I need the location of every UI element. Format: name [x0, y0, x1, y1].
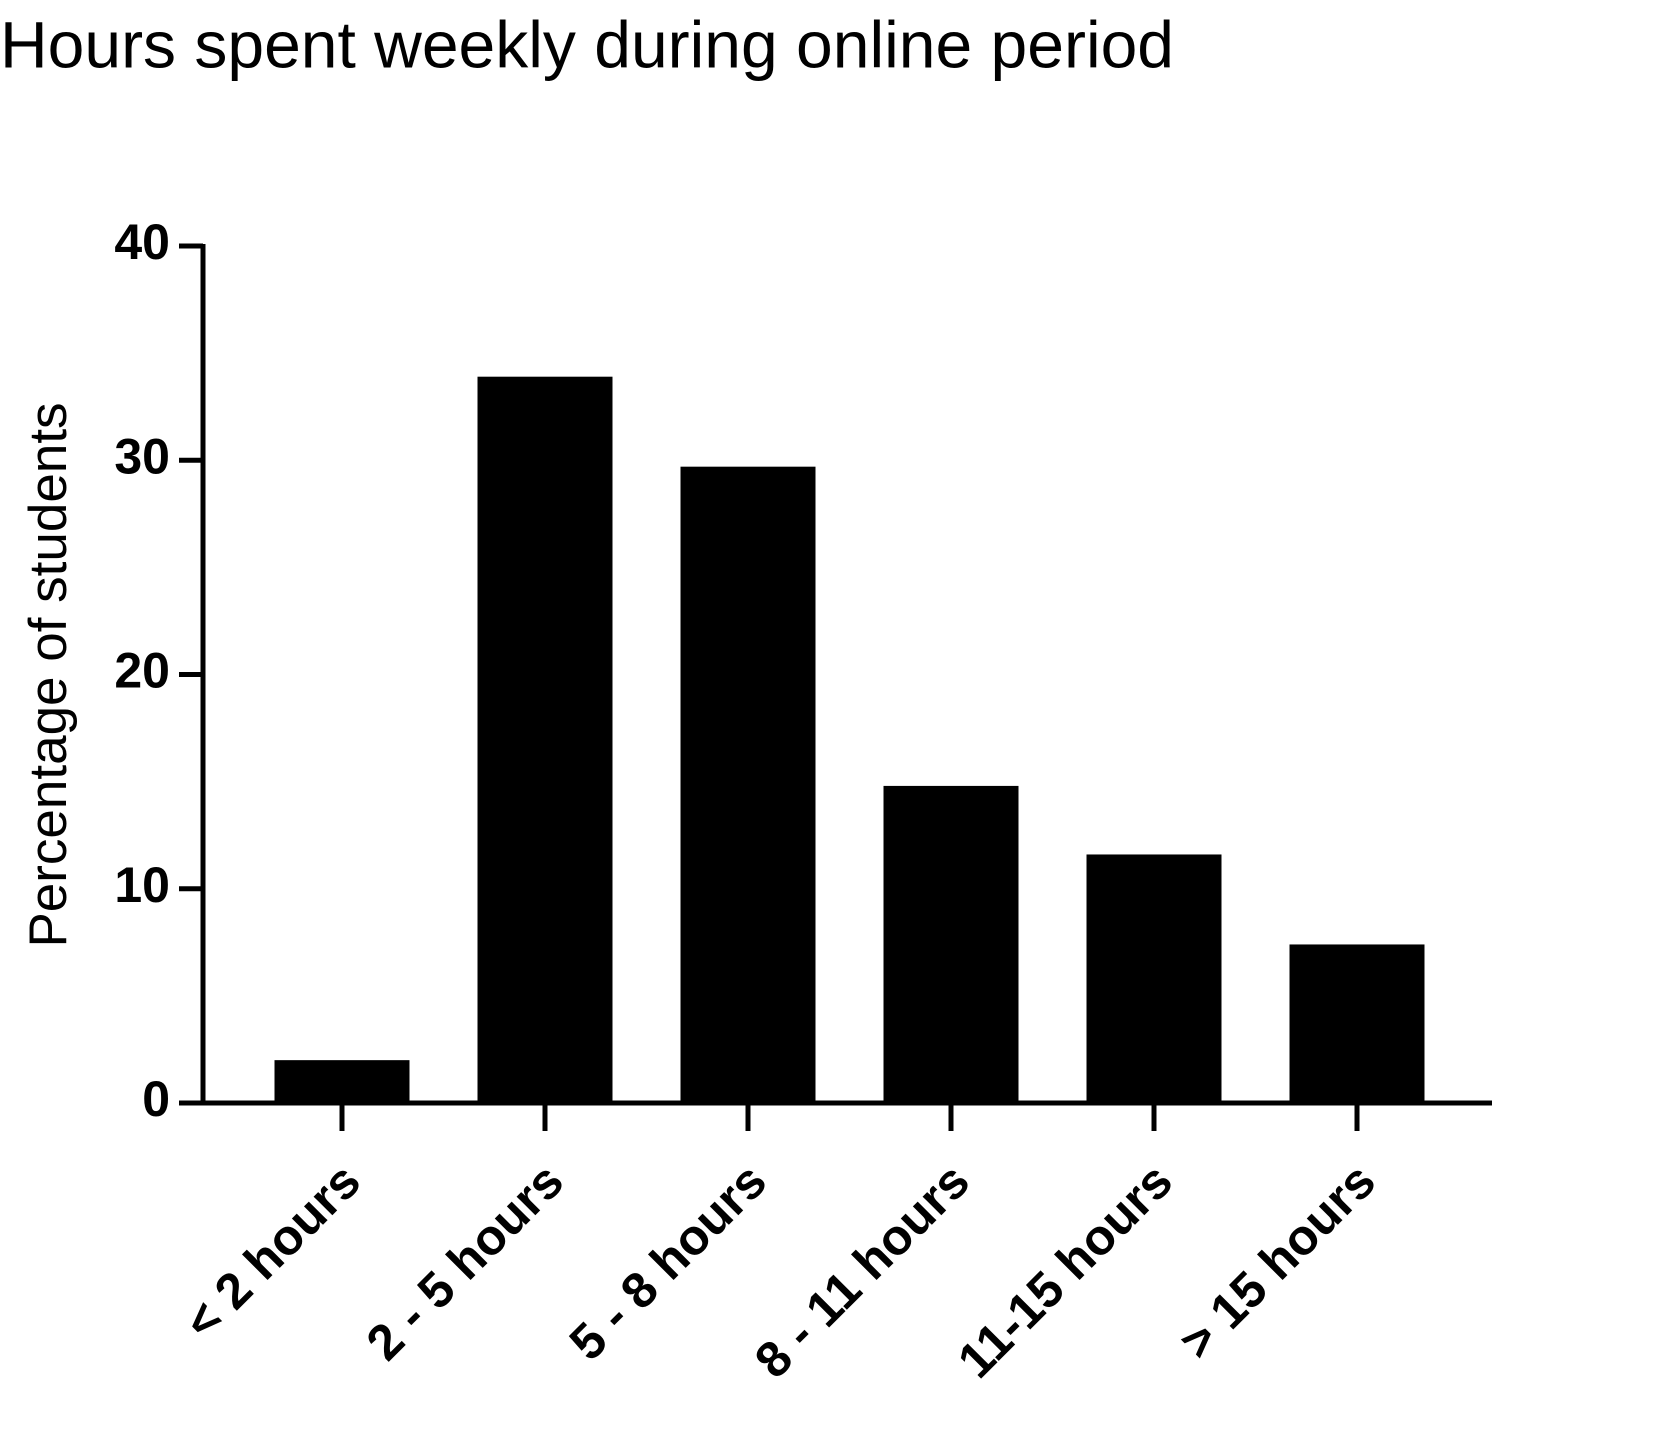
- y-axis-label: Percentage of students: [19, 402, 78, 947]
- bar: [1086, 854, 1222, 1103]
- y-tick-label: 20: [114, 643, 170, 699]
- chart-title: Hours spent weekly during online period: [0, 7, 1174, 81]
- bar: [274, 1060, 410, 1103]
- x-tick-label: 5 - 8 hours: [559, 1153, 777, 1371]
- bar: [1289, 944, 1425, 1103]
- x-tick-label: 11-15 hours: [947, 1153, 1183, 1389]
- bar: [883, 785, 1019, 1103]
- bar: [477, 376, 613, 1103]
- x-tick-label: 8 - 11 hours: [744, 1153, 980, 1389]
- x-tick-label: > 15 hours: [1169, 1153, 1386, 1370]
- y-tick-label: 40: [114, 214, 170, 270]
- x-tick-label: 2 - 5 hours: [356, 1153, 574, 1371]
- y-tick-label: 10: [114, 857, 170, 913]
- bar: [680, 466, 816, 1103]
- y-tick-label: 30: [114, 428, 170, 484]
- x-tick-label: < 2 hours: [173, 1153, 371, 1351]
- y-tick-label: 0: [142, 1071, 170, 1127]
